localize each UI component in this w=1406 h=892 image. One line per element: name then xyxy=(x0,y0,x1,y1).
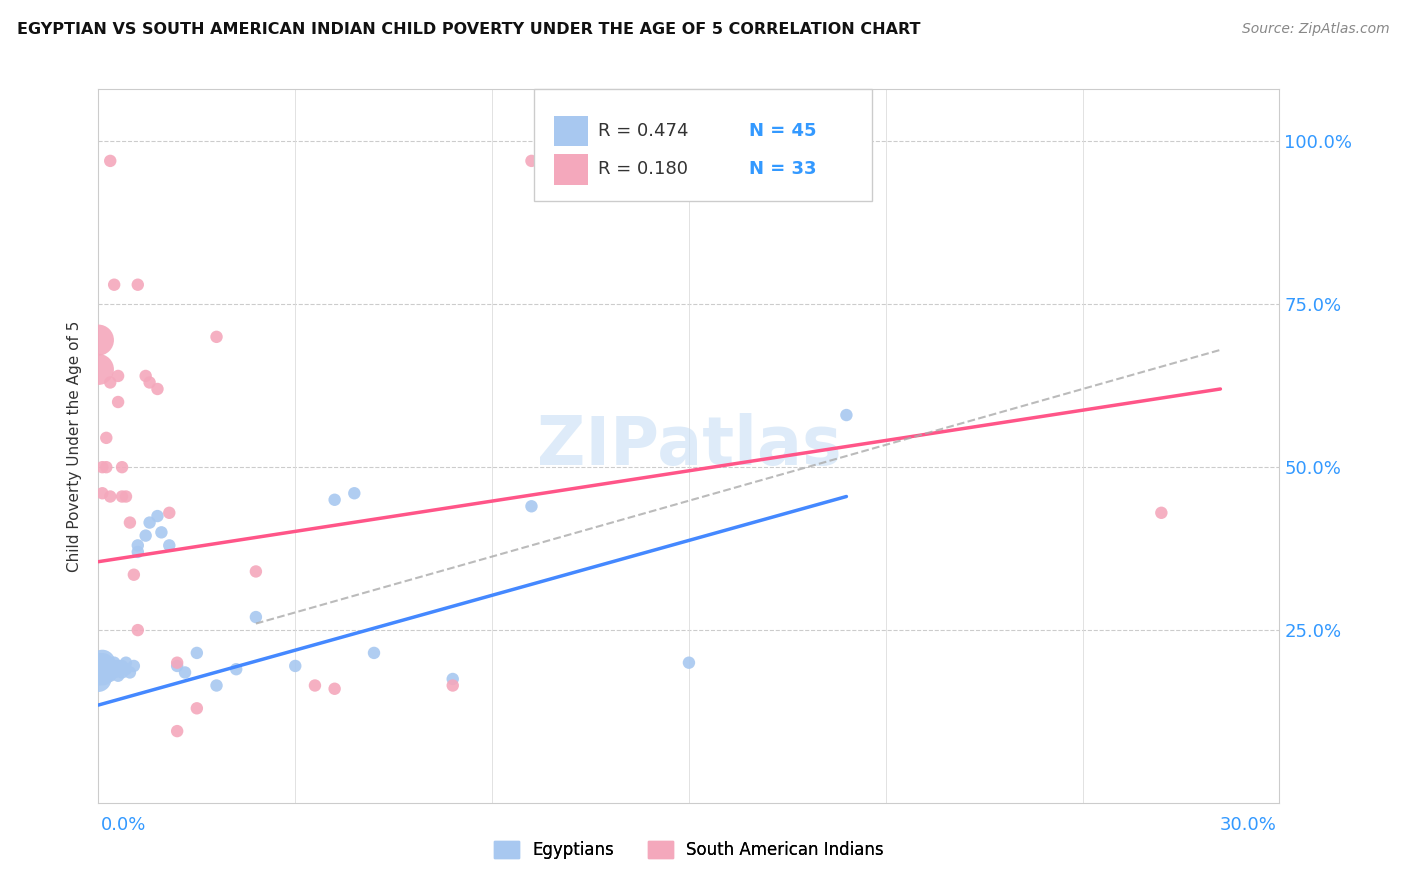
Point xyxy=(91,656,114,670)
Point xyxy=(323,492,346,507)
Point xyxy=(115,656,138,670)
Point xyxy=(174,665,197,680)
Point xyxy=(304,678,326,692)
Point xyxy=(127,277,149,292)
Point xyxy=(87,362,110,376)
Point xyxy=(98,662,121,676)
Point xyxy=(135,368,157,383)
Point xyxy=(87,672,110,686)
Point xyxy=(103,659,125,673)
Point xyxy=(157,506,180,520)
Point xyxy=(103,665,125,680)
Legend: Egyptians, South American Indians: Egyptians, South American Indians xyxy=(488,834,890,866)
Point xyxy=(441,678,464,692)
Point xyxy=(96,659,118,673)
Point xyxy=(284,659,307,673)
Point xyxy=(225,662,247,676)
Point xyxy=(87,665,110,680)
Point xyxy=(363,646,385,660)
Point xyxy=(98,153,121,168)
Point xyxy=(111,490,134,504)
Point xyxy=(111,665,134,680)
Text: ZIPatlas: ZIPatlas xyxy=(537,413,841,479)
Point xyxy=(205,330,228,344)
Point xyxy=(107,368,129,383)
Point xyxy=(96,662,118,676)
Point xyxy=(166,659,188,673)
Text: R = 0.474: R = 0.474 xyxy=(598,122,688,140)
Point xyxy=(91,665,114,680)
Text: N = 45: N = 45 xyxy=(749,122,817,140)
Point xyxy=(245,565,267,579)
Point xyxy=(96,665,118,680)
Point xyxy=(98,490,121,504)
Point xyxy=(678,656,700,670)
Point xyxy=(146,382,169,396)
Point xyxy=(157,538,180,552)
Point xyxy=(835,408,858,422)
Point xyxy=(135,528,157,542)
Point xyxy=(98,659,121,673)
Point xyxy=(87,333,110,347)
Point xyxy=(122,567,145,582)
Point xyxy=(1150,506,1173,520)
Point xyxy=(245,610,267,624)
Text: 0.0%: 0.0% xyxy=(101,816,146,834)
Point xyxy=(138,516,160,530)
Text: Source: ZipAtlas.com: Source: ZipAtlas.com xyxy=(1241,22,1389,37)
Point xyxy=(520,153,543,168)
Point xyxy=(122,659,145,673)
Point xyxy=(127,538,149,552)
Point xyxy=(186,646,208,660)
Point xyxy=(87,659,110,673)
Point xyxy=(98,376,121,390)
Point xyxy=(91,486,114,500)
Point xyxy=(98,669,121,683)
Point xyxy=(103,656,125,670)
Text: 30.0%: 30.0% xyxy=(1220,816,1277,834)
Point xyxy=(146,509,169,524)
Point xyxy=(96,460,118,475)
Point xyxy=(103,277,125,292)
Point xyxy=(343,486,366,500)
Point xyxy=(150,525,173,540)
Point xyxy=(323,681,346,696)
Point xyxy=(96,431,118,445)
Point xyxy=(115,490,138,504)
Point xyxy=(107,669,129,683)
Point xyxy=(166,724,188,739)
Point xyxy=(166,656,188,670)
Text: EGYPTIAN VS SOUTH AMERICAN INDIAN CHILD POVERTY UNDER THE AGE OF 5 CORRELATION C: EGYPTIAN VS SOUTH AMERICAN INDIAN CHILD … xyxy=(17,22,921,37)
Point xyxy=(138,376,160,390)
Point xyxy=(91,460,114,475)
Point xyxy=(91,659,114,673)
Point xyxy=(205,678,228,692)
Point xyxy=(520,500,543,514)
Point xyxy=(441,672,464,686)
Point xyxy=(127,545,149,559)
Point xyxy=(111,460,134,475)
Point xyxy=(107,659,129,673)
Point xyxy=(107,662,129,676)
Point xyxy=(118,665,141,680)
Text: N = 33: N = 33 xyxy=(749,161,817,178)
Point xyxy=(118,516,141,530)
Point xyxy=(107,395,129,409)
Point xyxy=(127,623,149,637)
Point xyxy=(115,662,138,676)
Y-axis label: Child Poverty Under the Age of 5: Child Poverty Under the Age of 5 xyxy=(67,320,83,572)
Point xyxy=(111,659,134,673)
Text: R = 0.180: R = 0.180 xyxy=(598,161,688,178)
Point xyxy=(186,701,208,715)
